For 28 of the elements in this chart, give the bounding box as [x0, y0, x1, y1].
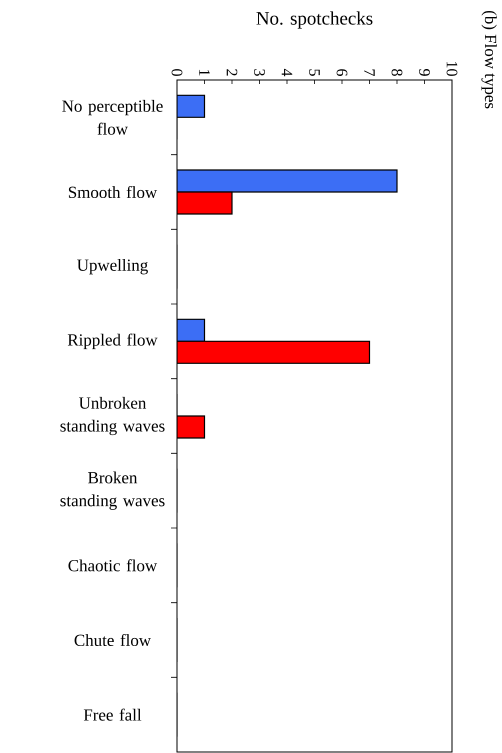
text: (b) Flow types [481, 10, 497, 108]
x-tick-label: 7 [364, 70, 375, 76]
bar [177, 318, 206, 342]
y-tick-label: Unbroken standing waves [60, 396, 165, 436]
x-tick-label: 10 [446, 62, 458, 76]
x-tick-label: 4 [282, 68, 292, 76]
y-tick-label: Rippled flow [68, 334, 158, 350]
y-tick-label: Chute flow [74, 634, 151, 646]
y-tick-label: Broken standing waves [60, 472, 165, 510]
y-tick-label: No perceptible flow [62, 100, 163, 135]
bar [177, 191, 233, 215]
y-tick-label: Chaotic flow [68, 559, 158, 572]
x-tick-label: 2 [226, 69, 238, 76]
x-tick-label: 9 [419, 69, 430, 76]
x-tick-label: 1 [199, 70, 210, 76]
x-tick-label: 8 [392, 69, 402, 76]
y-tick-label: Upwelling [77, 258, 148, 274]
y-tick-label: Smooth flow [68, 186, 158, 198]
bar [177, 94, 206, 118]
x-tick-label: 5 [309, 69, 320, 76]
x-tick-label: 3 [254, 69, 265, 76]
y-tick-label: Free fall [84, 708, 142, 721]
x-tick-label: 0 [172, 69, 182, 76]
bar [177, 169, 398, 193]
x-tick-label: 6 [336, 69, 348, 76]
x-axis-title: No. spotchecks [256, 11, 372, 29]
bar [177, 415, 206, 439]
bar [177, 340, 370, 364]
